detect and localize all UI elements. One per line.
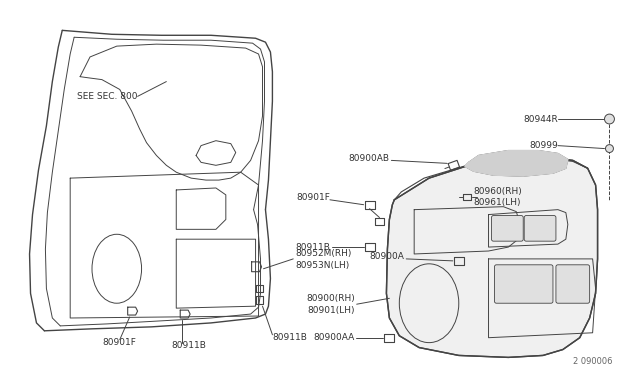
Text: 80953N(LH): 80953N(LH)	[295, 261, 349, 270]
Circle shape	[605, 145, 613, 153]
Text: 80911B: 80911B	[172, 341, 206, 350]
Text: 80911B: 80911B	[295, 243, 330, 251]
Text: 80900AB: 80900AB	[348, 154, 389, 163]
Text: 2 090006: 2 090006	[573, 357, 612, 366]
Text: 80999: 80999	[529, 141, 558, 150]
FancyBboxPatch shape	[492, 215, 524, 241]
Text: 80944R: 80944R	[523, 115, 558, 124]
Text: 80960(RH): 80960(RH)	[474, 187, 522, 196]
Text: 80900AA: 80900AA	[314, 333, 355, 342]
FancyBboxPatch shape	[524, 215, 556, 241]
Text: 80952M(RH): 80952M(RH)	[295, 250, 351, 259]
Text: SEE SEC. 800: SEE SEC. 800	[77, 92, 138, 101]
FancyBboxPatch shape	[556, 265, 589, 303]
Text: 80961(LH): 80961(LH)	[474, 198, 521, 207]
Text: 80901F: 80901F	[296, 193, 330, 202]
Text: 80901(LH): 80901(LH)	[307, 306, 355, 315]
FancyBboxPatch shape	[495, 265, 553, 303]
Text: 80900(RH): 80900(RH)	[306, 294, 355, 303]
Polygon shape	[465, 151, 568, 176]
Text: 80900A: 80900A	[369, 253, 404, 262]
Text: 80901F: 80901F	[102, 338, 136, 347]
Polygon shape	[387, 157, 598, 357]
Text: 80911B: 80911B	[273, 333, 307, 342]
Circle shape	[605, 114, 614, 124]
